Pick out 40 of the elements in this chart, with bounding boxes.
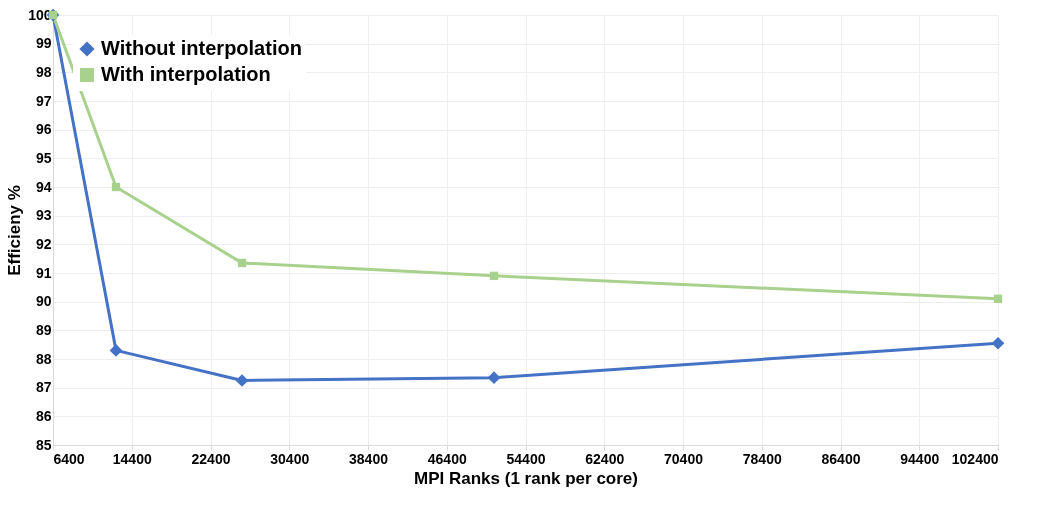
point <box>235 374 249 387</box>
point <box>993 294 1003 303</box>
y-tick-label: 97 <box>35 92 52 109</box>
x-tick-label: 86400 <box>821 450 861 467</box>
x-tick-label: 6400 <box>53 450 85 467</box>
y-tick-label: 98 <box>35 63 52 80</box>
x-tick-label: 14400 <box>112 450 152 467</box>
x-tick-label: 22400 <box>191 450 231 467</box>
x-tick-label: 38400 <box>349 450 389 467</box>
y-tick-label: 95 <box>35 149 52 166</box>
y-tick-label: 87 <box>35 379 52 396</box>
point <box>109 344 123 357</box>
x-tick-label: 78400 <box>742 450 782 467</box>
point <box>111 182 121 192</box>
y-tick-label: 88 <box>35 350 52 367</box>
x-axis-title: MPI Ranks (1 rank per core) <box>414 468 638 488</box>
y-tick-label: 93 <box>35 207 52 224</box>
x-tick-label: 102400 <box>951 450 999 467</box>
x-tick-label: 46400 <box>427 450 467 467</box>
y-tick-label: 96 <box>35 121 52 138</box>
y-axis-title: Efficieny % <box>5 185 25 276</box>
y-tick-label: 90 <box>35 293 52 310</box>
x-tick-label: 30400 <box>270 450 310 467</box>
x-tick-label: 54400 <box>506 450 546 467</box>
y-tick-label: 92 <box>35 235 52 252</box>
point <box>487 371 501 384</box>
legend-label: With interpolation <box>101 63 271 85</box>
legend-label: Without interpolation <box>101 37 302 59</box>
x-tick-label: 70400 <box>664 450 704 467</box>
point <box>489 271 499 281</box>
point <box>991 336 1005 350</box>
point <box>237 258 247 268</box>
x-tick-label: 62400 <box>585 450 625 467</box>
y-tick-label: 85 <box>35 436 52 453</box>
y-tick-label: 91 <box>35 264 52 281</box>
y-tick-label: 86 <box>35 407 52 424</box>
y-tick-label: 89 <box>35 321 52 338</box>
y-tick-label: 99 <box>35 35 52 52</box>
y-tick-label: 94 <box>35 178 52 195</box>
x-tick-label: 94400 <box>900 450 940 467</box>
